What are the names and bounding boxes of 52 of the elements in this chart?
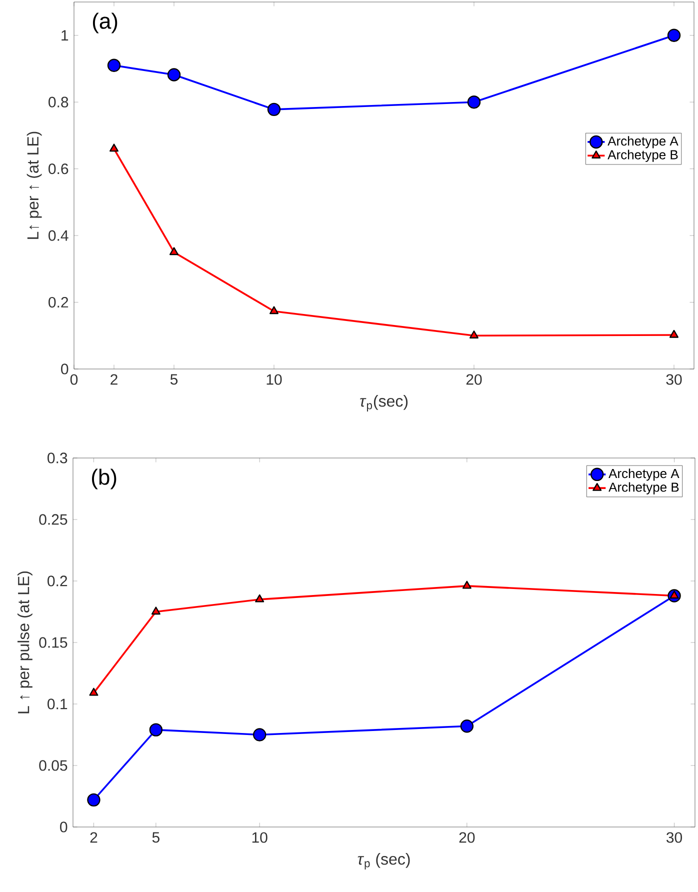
x-axis-title: τ$_{p}$(sec) bbox=[360, 395, 408, 412]
x-tick-label: 10 bbox=[252, 832, 268, 843]
point bbox=[255, 594, 264, 602]
x-tick-label: 2 bbox=[110, 374, 118, 385]
legend-label: Archetype B bbox=[608, 150, 678, 162]
point bbox=[470, 330, 478, 338]
y-tick-label: 0.4 bbox=[48, 230, 68, 241]
point bbox=[110, 144, 118, 152]
y-tick-label: 1 bbox=[62, 30, 68, 41]
x-tick-label: 2 bbox=[90, 832, 98, 843]
point bbox=[667, 28, 681, 42]
legend-label: Archetype B bbox=[608, 482, 679, 494]
point bbox=[670, 330, 678, 338]
point bbox=[89, 688, 98, 696]
point bbox=[107, 58, 121, 72]
point bbox=[149, 723, 163, 736]
y-tick-label: 0 bbox=[60, 822, 68, 832]
legend-label: Archetype A bbox=[608, 468, 680, 481]
x-tick-label: 20 bbox=[459, 832, 475, 843]
x-tick-label: 10 bbox=[266, 374, 282, 385]
y-tick-label: 0.6 bbox=[48, 164, 68, 174]
x-tick-label: 20 bbox=[466, 374, 482, 385]
x-tick-label: 30 bbox=[666, 832, 682, 843]
point bbox=[267, 102, 281, 116]
y-tick-label: 0.2 bbox=[48, 576, 68, 586]
x-tick-label: 30 bbox=[666, 374, 682, 385]
x-tick-label: 0 bbox=[70, 374, 78, 385]
point bbox=[467, 95, 481, 109]
y-tick-label: 0 bbox=[61, 364, 68, 374]
y-tick-label: 0.05 bbox=[39, 760, 68, 771]
point bbox=[270, 306, 278, 314]
point bbox=[87, 793, 100, 807]
point bbox=[252, 728, 266, 742]
x-tick-label: 5 bbox=[170, 374, 178, 385]
y-axis-title: L ↑ per pulse (at LE) bbox=[17, 571, 32, 714]
point bbox=[170, 247, 178, 256]
point bbox=[462, 580, 472, 589]
y-axis-title: L↑ per ↑ (at LE) bbox=[26, 132, 42, 239]
y-tick-label: 0.2 bbox=[48, 296, 68, 308]
x-axis-title: τ$_{p}$ (sec) bbox=[358, 853, 410, 870]
legend-label: Archetype A bbox=[608, 136, 678, 148]
y-tick-label: 0.1 bbox=[48, 698, 68, 710]
annotation: (a) bbox=[92, 12, 118, 34]
y-tick-label: 0.8 bbox=[48, 96, 68, 108]
x-tick-label: 5 bbox=[152, 832, 160, 843]
annotation: (b) bbox=[92, 468, 116, 490]
y-tick-label: 0.25 bbox=[39, 514, 68, 525]
y-tick-label: 0.15 bbox=[39, 637, 68, 648]
y-tick-label: 0.3 bbox=[48, 452, 68, 464]
point bbox=[460, 720, 474, 733]
point bbox=[167, 68, 181, 82]
point bbox=[151, 606, 160, 615]
